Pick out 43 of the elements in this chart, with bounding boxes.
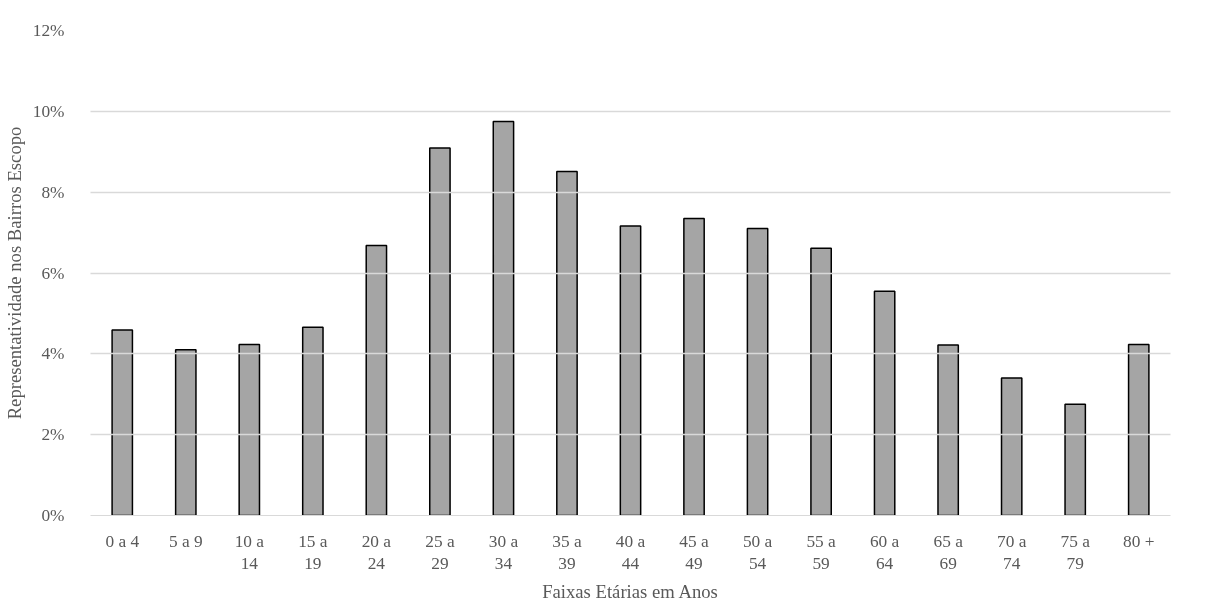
y-tick-label: 0% [41, 506, 65, 525]
x-tick-label: 45 a 49 [679, 531, 710, 574]
x-tick-label: 80 + [1123, 531, 1155, 551]
bar [1064, 403, 1087, 516]
y-tick-label: 2% [41, 425, 65, 445]
bar [365, 244, 388, 516]
x-tick-label: 70 a 74 [997, 531, 1027, 574]
bar [429, 147, 451, 516]
x-tick-label: 30 a 34 [488, 531, 519, 574]
x-axis-title: Faixas Etárias em Anos [542, 581, 718, 603]
y-axis-title: Representatividade nos Bairros Escopo [3, 126, 25, 420]
x-tick-label: 40 a 44 [615, 531, 646, 574]
bar [1000, 377, 1023, 516]
x-tick-label: 35 a 39 [552, 531, 582, 574]
x-tick-label: 65 a 69 [933, 531, 964, 574]
bar [683, 217, 705, 516]
x-tick-label: 5 a 9 [168, 531, 203, 551]
bar [619, 225, 642, 516]
x-tick-label: 25 a 29 [425, 531, 455, 574]
bar [1127, 343, 1150, 516]
x-tick-label: 50 a 54 [742, 531, 773, 574]
y-tick-label: 8% [41, 182, 65, 202]
x-tick-label: 10 a 14 [234, 531, 265, 574]
bar [111, 329, 134, 516]
y-tick-label: 6% [41, 263, 65, 283]
bar [937, 344, 960, 516]
bar [810, 247, 832, 516]
bar [174, 349, 197, 516]
x-tick-label: 15 a 19 [298, 531, 328, 574]
x-tick-label: 60 a 64 [869, 531, 900, 574]
bar [492, 120, 515, 516]
bar [746, 227, 769, 516]
bar [556, 170, 578, 516]
x-tick-label: 20 a 24 [361, 531, 392, 574]
x-tick-label: 0 a 4 [105, 531, 140, 551]
x-tick-label: 75 a 79 [1060, 531, 1091, 574]
bar [238, 343, 261, 516]
y-tick-label: 4% [41, 344, 65, 364]
bar [873, 290, 896, 516]
y-tick-label: 12% [32, 21, 65, 40]
x-tick-label: 55 a 59 [806, 531, 837, 574]
y-tick-label: 10% [32, 101, 65, 121]
bar [301, 326, 324, 516]
